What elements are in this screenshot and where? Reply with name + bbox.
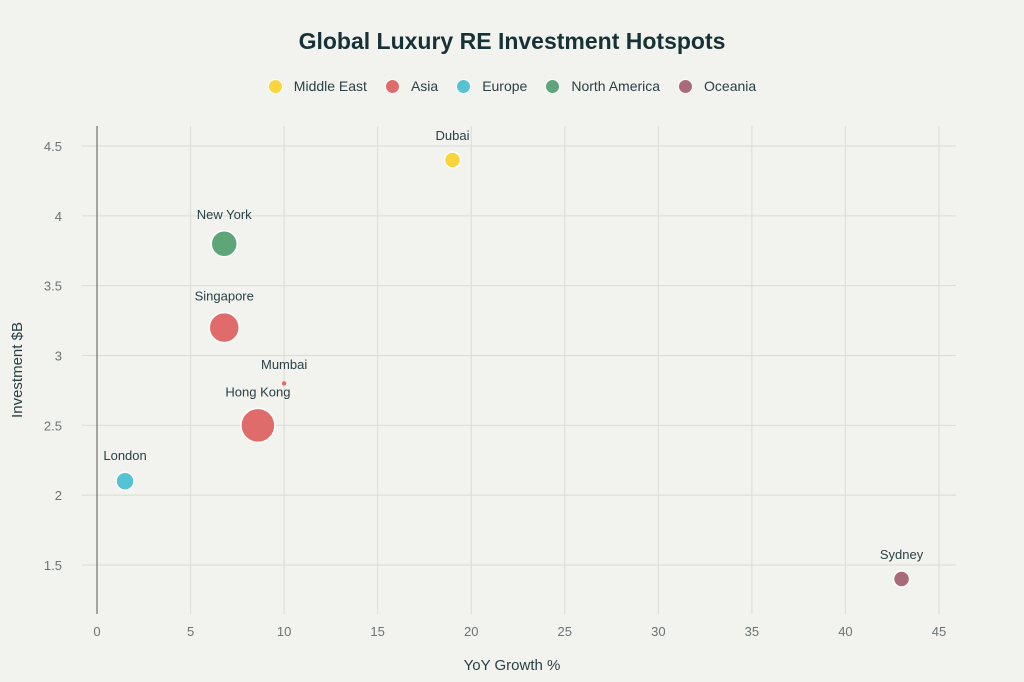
data-point-new-york[interactable]: New York [197, 207, 252, 258]
y-tick-label: 3.5 [44, 279, 62, 294]
legend-marker-icon [545, 78, 561, 94]
chart-title: Global Luxury RE Investment Hotspots [298, 28, 726, 54]
legend-label: Europe [482, 78, 528, 94]
legend-item-europe[interactable]: Europe [456, 78, 527, 94]
bubble-marker[interactable] [208, 311, 240, 344]
legend-label: Middle East [293, 78, 367, 94]
legend-marker-icon [456, 78, 472, 94]
data-points: Dubai New York Singapore Mumbai Hong Kong Lon… [103, 128, 924, 588]
point-label: Singapore [195, 289, 254, 304]
legend-marker-icon [384, 78, 400, 94]
bubble-marker[interactable] [443, 151, 462, 169]
y-tick-label: 2 [55, 488, 62, 503]
gridlines [82, 126, 956, 614]
y-tick-label: 4.5 [44, 139, 62, 154]
y-axis-label: Investment $B [9, 322, 26, 418]
legend-item-asia[interactable]: Asia [384, 78, 439, 94]
y-tick-label: 1.5 [44, 558, 62, 573]
x-tick-label: 5 [187, 624, 194, 639]
x-tick-label: 30 [651, 624, 665, 639]
legend-item-oceania[interactable]: Oceania [678, 78, 756, 94]
bubble-marker[interactable] [115, 471, 135, 491]
data-point-singapore[interactable]: Singapore [195, 289, 254, 344]
bubble-marker[interactable] [240, 407, 276, 444]
legend: Middle East Asia Europe North America Oc… [0, 78, 1024, 94]
legend-item-middle-east[interactable]: Middle East [267, 78, 367, 94]
y-tick-label: 4 [55, 209, 62, 224]
legend-marker-icon [678, 78, 694, 94]
x-axis-label: YoY Growth % [464, 657, 561, 674]
point-label: London [103, 448, 146, 463]
x-tick-label: 15 [370, 624, 384, 639]
bubble-marker[interactable] [210, 230, 238, 258]
point-label: New York [197, 207, 252, 222]
x-axis-ticks: 0 5 10 15 20 25 30 35 40 45 [93, 624, 946, 639]
data-point-hong-kong[interactable]: Hong Kong [225, 384, 290, 444]
x-tick-label: 0 [93, 624, 100, 639]
bubble-marker[interactable] [892, 570, 911, 588]
legend-marker-icon [267, 78, 283, 94]
x-tick-label: 40 [838, 624, 852, 639]
point-label: Dubai [436, 128, 470, 143]
data-point-sydney[interactable]: Sydney [880, 547, 924, 588]
x-tick-label: 25 [558, 624, 572, 639]
y-tick-label: 3 [55, 349, 62, 364]
legend-label: North America [571, 78, 661, 94]
legend-label: Asia [410, 78, 439, 94]
data-point-dubai[interactable]: Dubai [436, 128, 470, 169]
x-tick-label: 10 [277, 624, 291, 639]
y-axis-ticks: 1.5 2 2.5 3 3.5 4 4.5 [44, 139, 62, 573]
legend-item-north-america[interactable]: North America [545, 78, 660, 94]
x-tick-label: 45 [932, 624, 946, 639]
data-point-london[interactable]: London [103, 448, 147, 491]
point-label: Hong Kong [225, 384, 290, 399]
data-point-mumbai[interactable]: Mumbai [261, 357, 307, 387]
bubble-marker[interactable] [281, 380, 287, 387]
point-label: Mumbai [261, 357, 307, 372]
y-tick-label: 2.5 [44, 418, 62, 433]
x-tick-label: 35 [745, 624, 759, 639]
point-label: Sydney [880, 547, 924, 562]
legend-label: Oceania [704, 78, 757, 94]
x-tick-label: 20 [464, 624, 478, 639]
